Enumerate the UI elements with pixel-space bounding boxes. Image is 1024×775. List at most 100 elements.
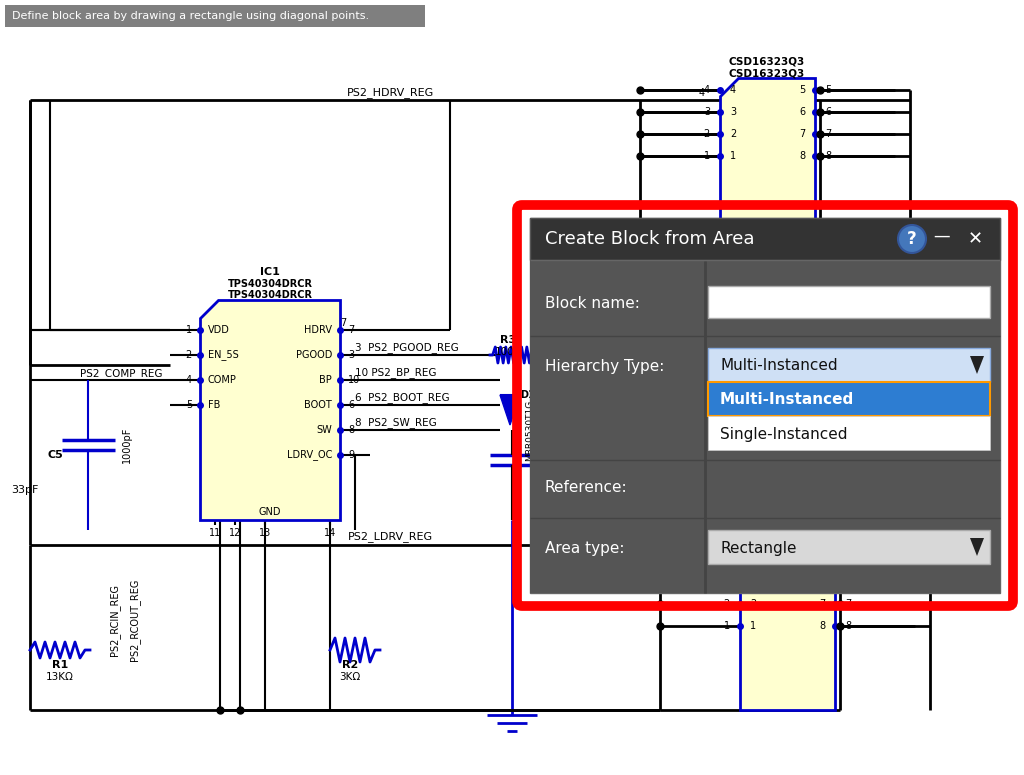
Text: MBR0530T1G: MBR0530T1G <box>525 399 534 460</box>
Text: 6: 6 <box>799 107 805 117</box>
Text: GND: GND <box>259 507 282 517</box>
Polygon shape <box>970 538 984 556</box>
Bar <box>530 218 1000 593</box>
Text: D1: D1 <box>520 390 535 400</box>
Text: 13KΩ: 13KΩ <box>46 672 74 682</box>
Text: Hierarchy Type:: Hierarchy Type: <box>545 359 665 374</box>
Text: 6: 6 <box>825 107 831 117</box>
Text: R3: R3 <box>500 335 516 345</box>
Text: 11: 11 <box>209 528 221 538</box>
Text: HDRV: HDRV <box>304 325 332 335</box>
Text: Multi-Instanced: Multi-Instanced <box>720 392 854 408</box>
Text: 6: 6 <box>845 577 851 587</box>
Text: 3KΩ: 3KΩ <box>339 672 360 682</box>
Text: ?: ? <box>907 230 916 248</box>
Text: LDRV_OC: LDRV_OC <box>287 449 332 460</box>
Text: 8: 8 <box>819 621 825 631</box>
Text: 2: 2 <box>730 129 736 139</box>
Text: 1: 1 <box>730 151 736 161</box>
Text: 10: 10 <box>348 375 360 385</box>
Text: 2: 2 <box>703 129 710 139</box>
Text: 4: 4 <box>730 85 736 95</box>
Text: 1: 1 <box>724 621 730 631</box>
Bar <box>5 5 425 27</box>
Text: 10 PS2_BP_REG: 10 PS2_BP_REG <box>355 367 436 378</box>
Text: 3  PS2_PGOOD_REG: 3 PS2_PGOOD_REG <box>355 343 459 353</box>
Text: Create Block from Area: Create Block from Area <box>545 230 755 248</box>
Text: TPS40304DRCR: TPS40304DRCR <box>227 290 312 300</box>
Text: Area type:: Area type: <box>545 540 625 556</box>
Text: 0.1uF: 0.1uF <box>545 460 572 470</box>
Text: 8: 8 <box>845 621 851 631</box>
Text: 5: 5 <box>819 555 825 565</box>
Text: R2: R2 <box>342 660 358 670</box>
Text: 8: 8 <box>825 151 831 161</box>
Text: IC1: IC1 <box>260 267 280 277</box>
Text: 4: 4 <box>186 375 193 385</box>
Text: VDD: VDD <box>208 325 229 335</box>
Text: PGOOD: PGOOD <box>296 350 332 360</box>
Text: 3: 3 <box>730 107 736 117</box>
Text: 4: 4 <box>724 555 730 565</box>
Text: PS2_RCIN_REG: PS2_RCIN_REG <box>110 584 121 656</box>
Text: Single-Instanced: Single-Instanced <box>720 426 848 442</box>
Text: 6  PS2_BOOT_REG: 6 PS2_BOOT_REG <box>355 393 450 404</box>
Bar <box>708 382 990 416</box>
Text: 2: 2 <box>750 599 757 609</box>
Text: 5: 5 <box>845 555 851 565</box>
Text: 5: 5 <box>185 400 193 410</box>
Text: 2: 2 <box>185 350 193 360</box>
Circle shape <box>898 225 926 253</box>
Text: BP: BP <box>319 375 332 385</box>
Text: 3: 3 <box>703 107 710 117</box>
Text: EN_5S: EN_5S <box>208 350 239 360</box>
Text: 6: 6 <box>348 400 354 410</box>
Bar <box>708 416 990 450</box>
Text: 5: 5 <box>799 85 805 95</box>
Text: 7: 7 <box>340 318 346 328</box>
Text: PS2_LDRV_REG: PS2_LDRV_REG <box>347 532 432 542</box>
Text: 1: 1 <box>750 621 756 631</box>
Text: 1: 1 <box>703 151 710 161</box>
Text: PS2_HDRV_REG: PS2_HDRV_REG <box>346 88 433 98</box>
Text: ✕: ✕ <box>968 230 983 248</box>
Text: 7: 7 <box>825 129 831 139</box>
Bar <box>530 218 1000 260</box>
Text: 6: 6 <box>819 577 825 587</box>
Text: 8: 8 <box>799 151 805 161</box>
Text: Define block area by drawing a rectangle using diagonal points.: Define block area by drawing a rectangle… <box>12 11 369 21</box>
Text: 100K: 100K <box>495 347 521 357</box>
Polygon shape <box>200 300 340 520</box>
Text: 3: 3 <box>348 350 354 360</box>
Text: 1: 1 <box>186 325 193 335</box>
Text: 14: 14 <box>324 528 336 538</box>
Text: C6: C6 <box>545 447 560 457</box>
Text: 4: 4 <box>703 85 710 95</box>
Text: 7: 7 <box>799 129 805 139</box>
Text: CSD16323Q3: CSD16323Q3 <box>729 68 805 78</box>
Polygon shape <box>970 356 984 374</box>
Text: Multi-Instanced: Multi-Instanced <box>720 359 838 374</box>
Text: 2: 2 <box>724 599 730 609</box>
Text: 4: 4 <box>750 555 756 565</box>
Text: Reference:: Reference: <box>545 480 628 495</box>
Polygon shape <box>740 545 835 710</box>
Text: 8: 8 <box>348 425 354 435</box>
Text: COMP: COMP <box>208 375 237 385</box>
Text: R1: R1 <box>52 660 69 670</box>
Text: 4: 4 <box>698 88 705 98</box>
Text: 3: 3 <box>750 577 756 587</box>
Text: 1000pF: 1000pF <box>122 427 132 463</box>
Bar <box>708 530 990 564</box>
Text: 7: 7 <box>845 599 851 609</box>
Text: 5: 5 <box>825 85 831 95</box>
Polygon shape <box>720 78 815 243</box>
Text: PS2_COMP_REG: PS2_COMP_REG <box>80 369 163 380</box>
Text: 3: 3 <box>724 577 730 587</box>
Polygon shape <box>500 395 520 425</box>
Text: Rectangle: Rectangle <box>720 540 797 556</box>
Text: 33pF: 33pF <box>11 485 39 495</box>
Text: 4: 4 <box>721 532 727 542</box>
Text: —: — <box>934 227 950 245</box>
Text: 8  PS2_SW_REG: 8 PS2_SW_REG <box>355 418 437 429</box>
